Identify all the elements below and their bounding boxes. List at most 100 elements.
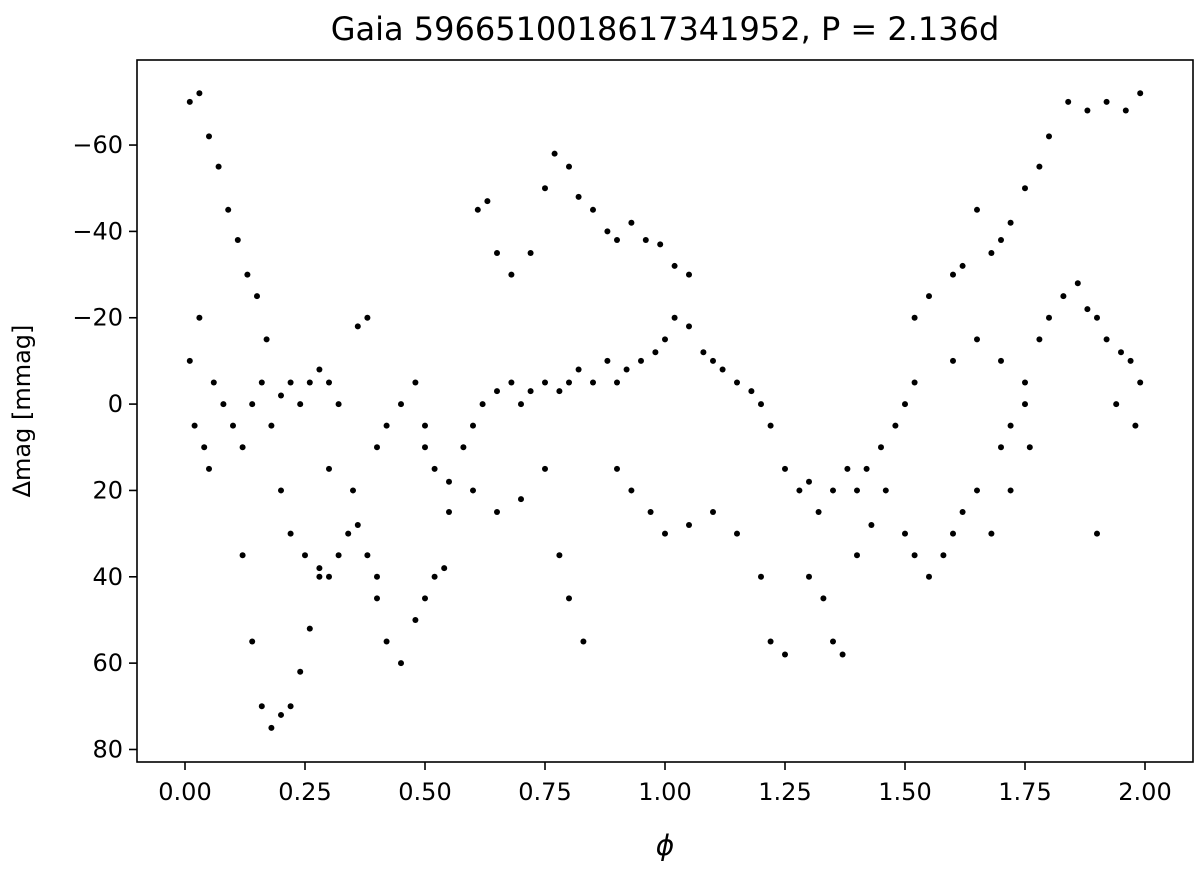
point	[662, 336, 668, 343]
point	[710, 357, 716, 364]
x-tick-label: 1.75	[998, 778, 1051, 806]
point	[542, 379, 548, 386]
point	[882, 487, 889, 494]
point	[642, 237, 649, 244]
point	[186, 98, 193, 105]
point	[297, 401, 304, 408]
x-tick-label: 0.75	[518, 778, 571, 806]
point	[652, 349, 659, 356]
point	[278, 711, 284, 718]
y-tick-label: −60	[72, 131, 123, 159]
point	[782, 465, 788, 472]
point	[590, 379, 596, 386]
point	[796, 487, 803, 494]
point	[1026, 444, 1033, 451]
point	[686, 271, 692, 278]
point	[527, 249, 534, 256]
point	[988, 249, 995, 256]
point	[287, 530, 294, 537]
point	[239, 552, 246, 559]
point	[926, 293, 932, 300]
point	[950, 357, 956, 364]
point	[374, 573, 380, 580]
point	[345, 530, 352, 537]
point	[215, 163, 222, 170]
point	[494, 388, 500, 395]
point	[671, 314, 678, 321]
point	[398, 660, 404, 667]
point	[974, 487, 980, 494]
y-tick-label: 40	[92, 563, 123, 591]
point	[412, 379, 419, 386]
point	[926, 573, 932, 580]
point	[748, 388, 755, 395]
point	[1127, 357, 1134, 364]
point	[258, 379, 265, 386]
point	[1103, 98, 1110, 105]
point	[206, 133, 212, 140]
point	[196, 314, 203, 321]
point	[278, 392, 284, 399]
point	[210, 379, 217, 386]
point	[446, 478, 452, 485]
point	[306, 625, 313, 632]
point	[988, 530, 995, 537]
point	[575, 366, 582, 373]
point	[1094, 314, 1100, 321]
point	[806, 573, 812, 580]
point	[484, 198, 491, 205]
point	[508, 379, 515, 386]
point	[575, 193, 582, 200]
point	[758, 401, 764, 408]
point	[354, 521, 361, 528]
point	[287, 703, 294, 710]
x-tick-label: 0.25	[278, 778, 331, 806]
point	[422, 595, 428, 602]
point	[542, 185, 548, 192]
point	[412, 616, 419, 623]
point	[911, 552, 918, 559]
x-tick-label: 1.25	[758, 778, 811, 806]
point	[614, 379, 620, 386]
point	[767, 422, 774, 429]
point	[364, 552, 371, 559]
point	[830, 638, 836, 645]
point	[542, 465, 548, 472]
point	[422, 444, 428, 451]
point	[1094, 530, 1100, 537]
point	[316, 573, 323, 580]
point	[316, 565, 323, 572]
point	[258, 703, 265, 710]
point	[911, 314, 918, 321]
point	[959, 262, 966, 269]
point	[902, 401, 908, 408]
point	[326, 465, 332, 472]
point	[350, 487, 356, 494]
point	[854, 552, 860, 559]
point	[335, 552, 342, 559]
y-tick-label: −40	[72, 217, 123, 245]
point	[1022, 185, 1028, 192]
point	[268, 422, 275, 429]
point	[1007, 422, 1014, 429]
point	[854, 487, 860, 494]
point	[671, 262, 678, 269]
point	[892, 422, 899, 429]
point	[950, 530, 956, 537]
point	[422, 422, 428, 429]
point	[398, 401, 404, 408]
point	[518, 401, 524, 408]
point	[638, 357, 644, 364]
point	[844, 465, 851, 472]
point	[326, 573, 332, 580]
point	[734, 379, 740, 386]
point	[950, 271, 956, 278]
point	[1137, 379, 1144, 386]
point	[479, 401, 486, 408]
point	[196, 90, 203, 97]
point	[335, 401, 342, 408]
y-axis-label: Δmag [mmag]	[8, 325, 36, 498]
point	[868, 521, 875, 528]
point	[1118, 349, 1124, 356]
